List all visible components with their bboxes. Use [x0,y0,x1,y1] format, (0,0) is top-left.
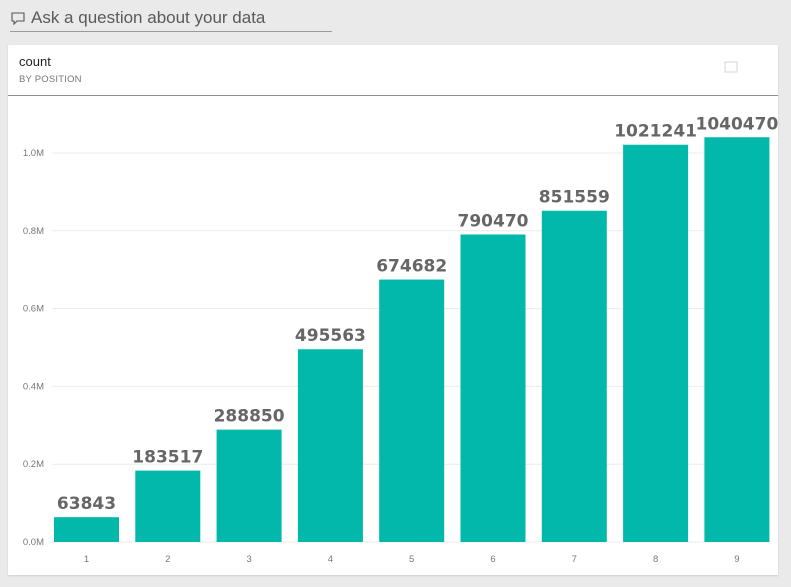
x-tick-label: 9 [734,554,739,565]
data-label: 790470 [458,212,529,232]
chart-tile[interactable]: count BY POSITION 0.0M 0.2M 0.4M 0.6M 0.8M 1.… [8,45,778,575]
y-tick-label: 0.0M [23,537,44,548]
data-label: 851559 [539,188,610,208]
x-tick-label: 7 [572,554,577,565]
x-tick-label: 3 [246,554,251,565]
focus-mode-icon[interactable] [724,60,738,73]
x-tick-label: 2 [165,554,170,565]
y-tick-label: 0.4M [23,381,44,392]
data-label: 1040470 [695,114,778,134]
bar[interactable] [379,279,445,542]
x-tick-label: 5 [409,554,414,565]
tile-title: count [19,54,51,69]
tile-header: count BY POSITION [8,45,778,96]
bar[interactable] [623,144,689,542]
qa-input[interactable] [31,7,321,28]
data-label: 288850 [214,407,285,427]
data-label: 495563 [295,326,366,346]
y-tick-label: 0.2M [23,459,44,470]
tile-subtitle: BY POSITION [19,74,82,85]
bar[interactable] [541,210,607,543]
bar[interactable] [54,517,119,542]
qa-search-bar[interactable] [10,4,332,32]
data-label: 183517 [132,448,203,468]
y-tick-label: 0.6M [23,304,44,315]
bar[interactable] [216,429,282,542]
data-label: 1021241 [614,122,697,142]
x-tick-label: 8 [653,554,658,565]
y-tick-label: 1.0M [23,148,44,159]
x-tick-label: 4 [328,554,333,565]
bar[interactable] [704,137,770,542]
bar[interactable] [297,349,363,542]
data-label: 674682 [376,257,447,277]
bar[interactable] [135,470,201,542]
bar-chart: 0.0M 0.2M 0.4M 0.6M 0.8M 1.0M 63843 1 183517 2 288… [23,114,778,565]
bar[interactable] [460,234,526,542]
speech-bubble-icon [10,10,26,26]
y-tick-label: 0.8M [23,226,44,237]
x-tick-label: 6 [490,554,495,565]
data-label: 63843 [57,494,116,514]
x-tick-label: 1 [84,554,89,565]
